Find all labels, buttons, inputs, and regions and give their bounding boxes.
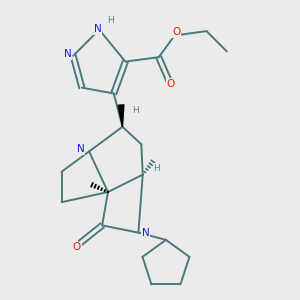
- Text: N: N: [94, 24, 102, 34]
- Text: O: O: [73, 242, 81, 252]
- Text: H: H: [153, 164, 160, 173]
- Text: N: N: [142, 228, 149, 238]
- Text: N: N: [64, 49, 72, 59]
- Text: N: N: [77, 144, 85, 154]
- Text: H: H: [107, 16, 114, 26]
- Text: O: O: [172, 27, 180, 37]
- Text: O: O: [166, 79, 174, 89]
- Polygon shape: [118, 105, 124, 127]
- Text: H: H: [132, 106, 139, 116]
